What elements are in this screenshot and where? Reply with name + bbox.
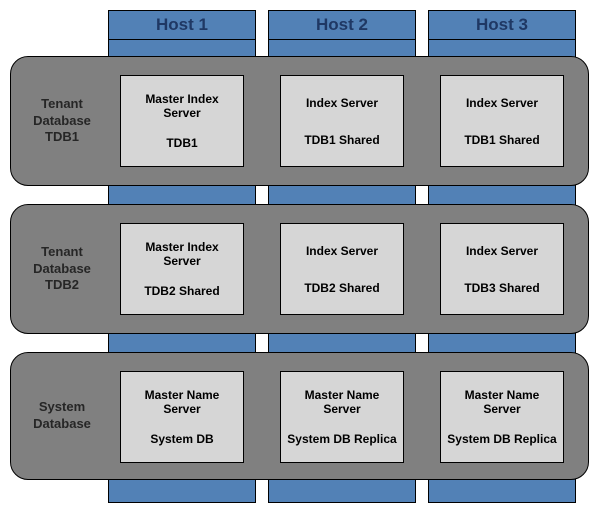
server-cell-role: Master Name Server: [125, 388, 239, 416]
host-header: Host 2: [268, 10, 416, 40]
server-cell: Index Server TDB2 Shared: [280, 223, 404, 315]
server-cell-role: Index Server: [466, 96, 538, 110]
server-cell: Index Server TDB3 Shared: [440, 223, 564, 315]
server-cell-db: TDB1: [166, 136, 197, 150]
database-row-label: TenantDatabaseTDB1: [22, 56, 102, 186]
server-cell: Master Index Server TDB1: [120, 75, 244, 167]
server-cell-role: Index Server: [306, 244, 378, 258]
server-cell: Master Name Server System DB: [120, 371, 244, 463]
server-cell-db: TDB2 Shared: [144, 284, 219, 298]
server-cell: Index Server TDB1 Shared: [440, 75, 564, 167]
database-row-label-line: Tenant: [41, 244, 83, 261]
server-cell-db: System DB Replica: [447, 432, 556, 446]
host-header: Host 3: [428, 10, 576, 40]
server-cell-role: Master Index Server: [125, 240, 239, 268]
server-cell: Master Name Server System DB Replica: [280, 371, 404, 463]
server-cell: Master Index Server TDB2 Shared: [120, 223, 244, 315]
server-cell-db: TDB2 Shared: [304, 281, 379, 295]
database-row-label: TenantDatabaseTDB2: [22, 204, 102, 334]
server-cell-db: TDB1 Shared: [464, 133, 539, 147]
server-cell-db: TDB1 Shared: [304, 133, 379, 147]
database-row-label-line: System: [39, 399, 85, 416]
server-cell-role: Index Server: [306, 96, 378, 110]
database-row-label-line: Database: [33, 261, 91, 278]
database-row-label-line: TDB2: [45, 277, 79, 294]
database-row-label: SystemDatabase: [22, 352, 102, 480]
database-row-label-line: Database: [33, 113, 91, 130]
server-cell-db: TDB3 Shared: [464, 281, 539, 295]
server-cell-db: System DB: [150, 432, 213, 446]
server-cell-role: Master Index Server: [125, 92, 239, 120]
server-cell-role: Index Server: [466, 244, 538, 258]
server-cell: Index Server TDB1 Shared: [280, 75, 404, 167]
server-cell-db: System DB Replica: [287, 432, 396, 446]
server-cell-role: Master Name Server: [445, 388, 559, 416]
database-row-label-line: Tenant: [41, 96, 83, 113]
architecture-diagram: Host 1Host 2Host 3TenantDatabaseTDB1Tena…: [10, 10, 589, 503]
server-cell: Master Name Server System DB Replica: [440, 371, 564, 463]
database-row-label-line: TDB1: [45, 129, 79, 146]
host-header: Host 1: [108, 10, 256, 40]
database-row-label-line: Database: [33, 416, 91, 433]
server-cell-role: Master Name Server: [285, 388, 399, 416]
